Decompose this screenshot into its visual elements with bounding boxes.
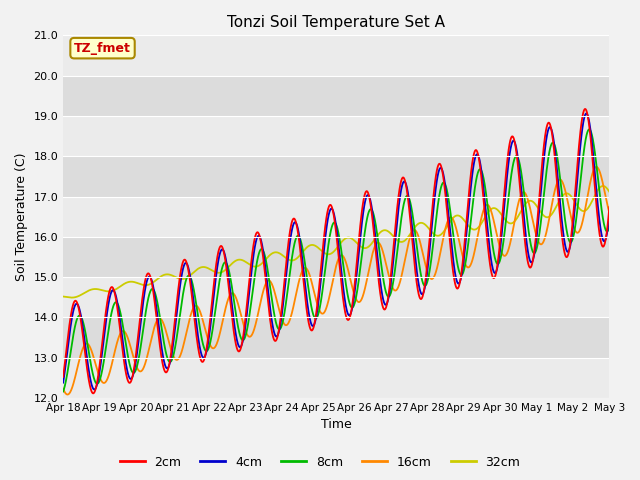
Legend: 2cm, 4cm, 8cm, 16cm, 32cm: 2cm, 4cm, 8cm, 16cm, 32cm xyxy=(115,451,525,474)
Text: TZ_fmet: TZ_fmet xyxy=(74,42,131,55)
Bar xyxy=(63,36,609,76)
Bar xyxy=(63,358,609,398)
Title: Tonzi Soil Temperature Set A: Tonzi Soil Temperature Set A xyxy=(227,15,445,30)
Bar xyxy=(63,277,609,317)
Bar xyxy=(63,116,609,156)
X-axis label: Time: Time xyxy=(321,419,351,432)
Y-axis label: Soil Temperature (C): Soil Temperature (C) xyxy=(15,153,28,281)
Bar xyxy=(63,196,609,237)
